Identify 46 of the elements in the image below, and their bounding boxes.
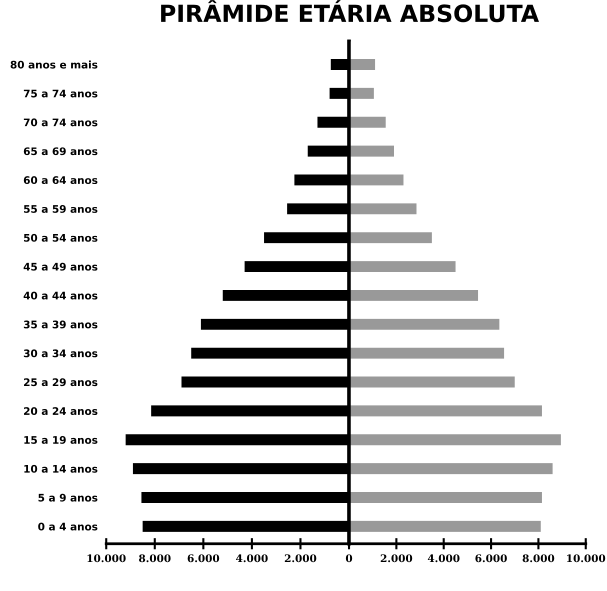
- y-tick-label: 60 a 64 anos: [24, 176, 98, 184]
- y-tick-label: 35 a 39 anos: [24, 320, 98, 328]
- y-tick-label: 45 a 49 anos: [24, 262, 98, 271]
- bar: [349, 174, 404, 186]
- bar: [349, 318, 500, 330]
- y-tick-label: 65 a 69 anos: [24, 147, 98, 156]
- bar: [349, 463, 553, 474]
- y-tick-label: 0 a 4 anos: [38, 522, 98, 531]
- y-tick-label: 50 a 54 anos: [24, 234, 98, 242]
- bar: [349, 116, 386, 128]
- x-tick-label: 2.000: [284, 554, 316, 562]
- bar: [349, 520, 541, 532]
- x-tick-label: 8.000: [139, 554, 171, 562]
- bar: [349, 376, 515, 388]
- bar: [349, 261, 456, 272]
- x-tick-label: 10.000: [567, 554, 606, 562]
- bar: [349, 58, 376, 70]
- bar: [349, 232, 432, 244]
- bar: [349, 348, 504, 359]
- bar: [349, 290, 478, 301]
- bar: [349, 146, 394, 157]
- bar: [349, 203, 416, 214]
- chart-title: PIRÂMIDE ETÁRIA ABSOLUTA: [161, 0, 539, 22]
- x-tick-label: 6.000: [475, 554, 507, 562]
- y-tick-label: 5 a 9 anos: [38, 494, 98, 502]
- y-tick-label: 40 a 44 anos: [24, 292, 98, 300]
- x-tick-label: 6.000: [188, 554, 220, 562]
- y-tick-label: 20 a 24 anos: [24, 407, 98, 416]
- y-tick-label: 10 a 14 anos: [24, 464, 98, 473]
- bar: [349, 434, 561, 446]
- x-tick-label: 4.000: [236, 554, 268, 562]
- y-tick-label: 30 a 34 anos: [24, 349, 98, 358]
- bar: [349, 88, 374, 99]
- y-tick-label: 80 anos e mais: [10, 60, 98, 69]
- x-tick-label: 2.000: [380, 554, 412, 562]
- y-tick-label: 75 a 74 anos: [24, 90, 98, 98]
- bar: [349, 405, 542, 416]
- x-tick-label: 0: [346, 554, 352, 562]
- y-tick-label: 55 a 59 anos: [24, 205, 98, 213]
- x-tick-label: 10.000: [88, 554, 126, 562]
- y-tick-label: 70 a 74 anos: [24, 118, 98, 126]
- y-tick-label: 25 a 29 anos: [24, 378, 98, 386]
- x-tick-label: 8.000: [522, 554, 554, 562]
- x-tick-label: 4.000: [428, 554, 460, 562]
- bar: [349, 492, 542, 504]
- y-tick-label: 15 a 19 anos: [24, 436, 98, 444]
